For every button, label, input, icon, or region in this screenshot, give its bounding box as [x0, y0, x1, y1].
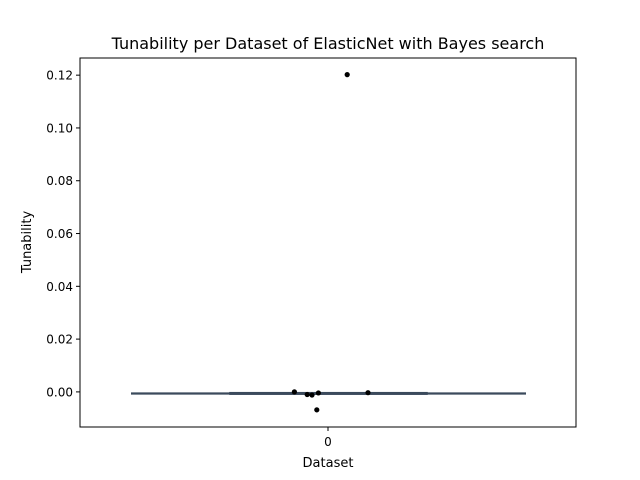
chart-title: Tunability per Dataset of ElasticNet wit…: [111, 34, 545, 53]
x-axis-label: Dataset: [303, 456, 354, 471]
y-tick-label: 0.04: [46, 280, 73, 294]
data-point: [309, 392, 315, 398]
data-point: [291, 389, 297, 395]
x-tick-label: 0: [324, 435, 332, 449]
data-point: [314, 407, 320, 413]
data-point: [315, 390, 321, 396]
data-point: [344, 72, 350, 78]
x-axis: 0: [324, 427, 332, 449]
y-tick-label: 0.02: [46, 333, 73, 347]
y-tick-label: 0.08: [46, 174, 73, 188]
y-tick-label: 0.12: [46, 69, 73, 83]
y-tick-label: 0.00: [46, 385, 73, 399]
data-point: [304, 391, 310, 398]
y-tick-label: 0.06: [46, 227, 73, 241]
plot-area: [131, 72, 526, 413]
plot-frame: [79, 57, 577, 428]
y-axis: 0.00 0.02 0.04 0.06 0.08 0.10 0.12: [46, 69, 80, 399]
data-point: [365, 390, 371, 396]
y-axis-label: Tunability: [20, 211, 35, 275]
y-tick-label: 0.10: [46, 121, 73, 135]
